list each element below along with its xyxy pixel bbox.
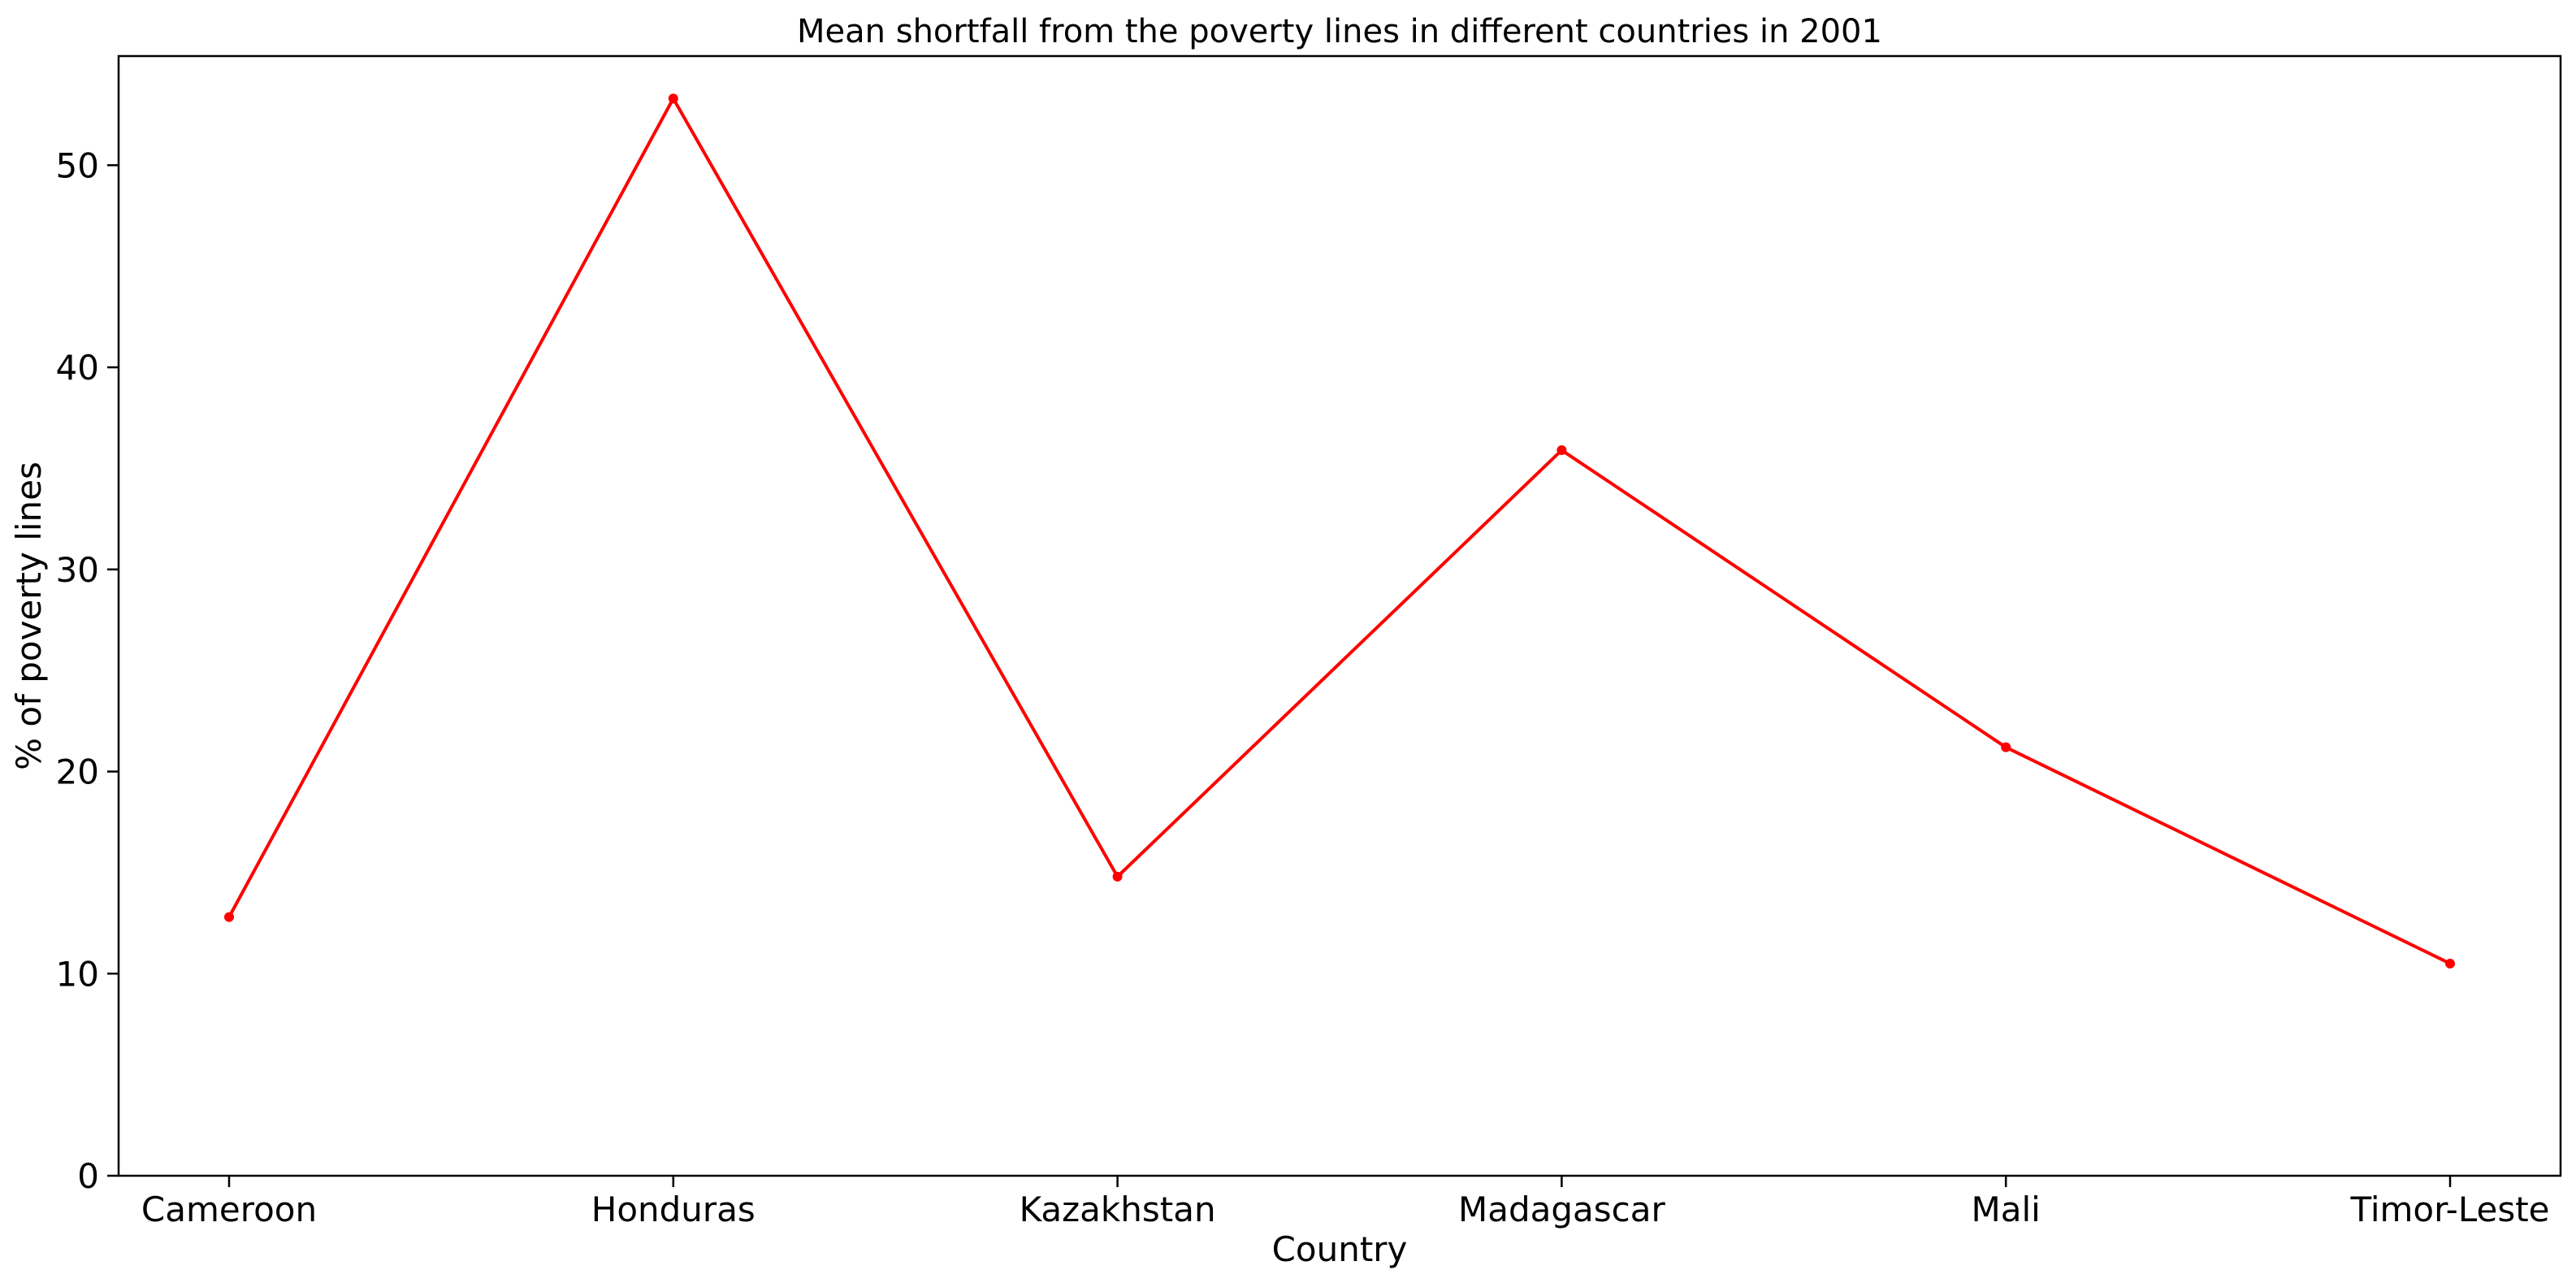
y-tick-label: 50 xyxy=(56,145,99,185)
data-point xyxy=(2001,742,2011,752)
x-axis: Cameroon Honduras Kazakhstan Madagascar Mali… xyxy=(141,1176,2550,1229)
series-line xyxy=(227,97,2451,965)
data-point xyxy=(224,912,234,922)
data-point xyxy=(668,93,678,104)
x-tick-label: Timor-Leste xyxy=(2349,1190,2549,1229)
data-point xyxy=(1556,445,1567,456)
x-tick-label: Madagascar xyxy=(1458,1190,1665,1229)
x-tick-label: Kazakhstan xyxy=(1020,1190,1216,1229)
y-axis-label: % of poverty lines xyxy=(9,462,49,770)
y-tick-label: 10 xyxy=(56,954,99,994)
y-axis: 0 10 20 30 40 50 xyxy=(56,145,119,1196)
series-layer xyxy=(224,93,2455,969)
y-tick-label: 40 xyxy=(56,348,99,388)
x-tick-label: Mali xyxy=(1972,1190,2041,1229)
plot-area xyxy=(117,54,2562,1177)
y-tick-label: 30 xyxy=(56,550,99,590)
data-point xyxy=(1112,871,1123,882)
chart-title: Mean shortfall from the poverty lines in… xyxy=(797,13,1882,50)
x-tick-label: Honduras xyxy=(591,1190,755,1229)
data-point xyxy=(2445,958,2455,969)
x-axis-label: Country xyxy=(1272,1229,1408,1269)
y-tick-label: 0 xyxy=(77,1156,99,1196)
y-tick-label: 20 xyxy=(56,752,99,792)
x-tick-label: Cameroon xyxy=(141,1190,317,1229)
